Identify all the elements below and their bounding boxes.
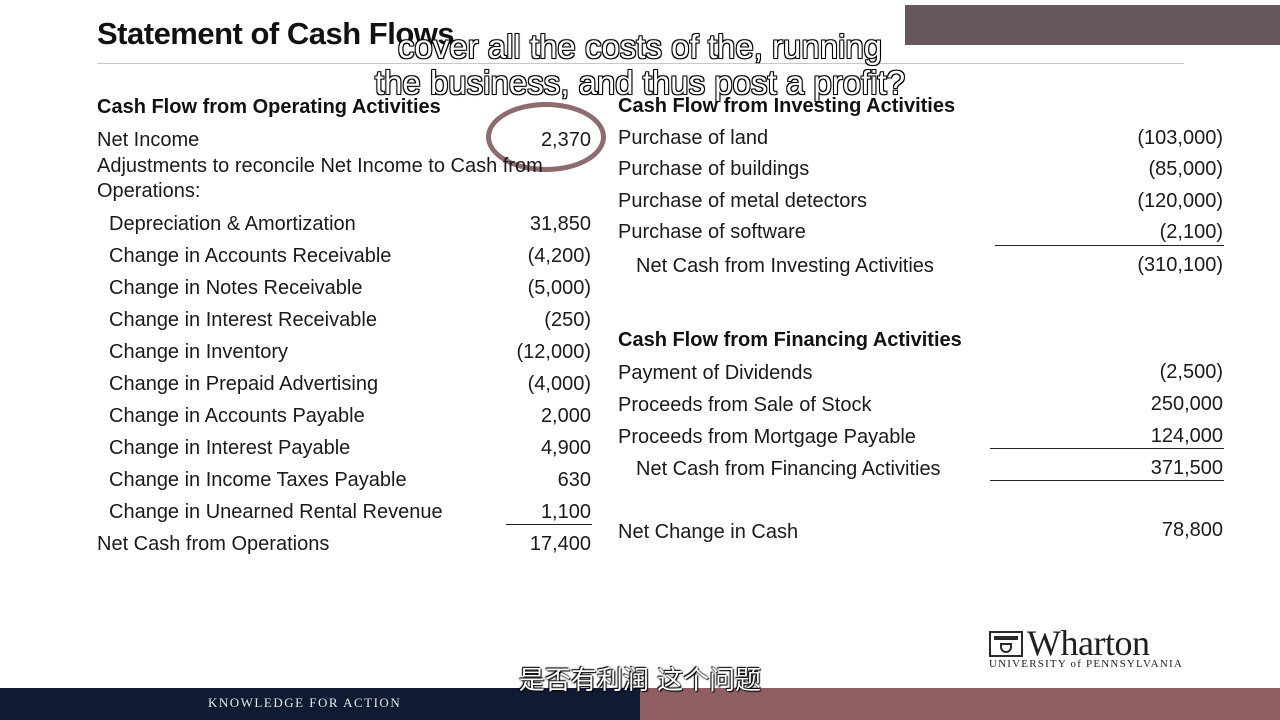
- financing-total-label: Net Cash from Financing Activities: [636, 458, 941, 480]
- financing-subtotal-rule: [990, 448, 1224, 449]
- overlay-box: [905, 5, 1280, 45]
- financing-item-label: Payment of Dividends: [618, 362, 813, 384]
- footer-bar-right: [640, 688, 1280, 720]
- operating-item-value: (4,200): [527, 245, 591, 267]
- footer-bar-left: [0, 688, 640, 720]
- operating-item-label: Depreciation & Amortization: [109, 213, 356, 235]
- title-divider: [97, 63, 1184, 64]
- investing-total-value: (310,100): [1137, 254, 1223, 276]
- adjustments-line-1: Adjustments to reconcile Net Income to C…: [97, 155, 543, 177]
- operating-heading: Cash Flow from Operating Activities: [97, 96, 441, 118]
- operating-item-value: 4,900: [540, 437, 591, 459]
- investing-item-label: Purchase of land: [618, 127, 769, 149]
- investing-heading: Cash Flow from Investing Activities: [618, 95, 956, 117]
- page-title: Statement of Cash Flows: [97, 16, 455, 51]
- operating-item-value: (250): [544, 309, 591, 331]
- chinese-subtitle: 是否有利润 这个问题: [518, 666, 762, 696]
- operating-total-value: 17,400: [529, 533, 591, 555]
- investing-item-value: (120,000): [1137, 190, 1223, 212]
- investing-item-label: Purchase of buildings: [618, 158, 810, 180]
- investing-subtotal-rule: [995, 245, 1224, 246]
- operating-item-value: 31,850: [529, 213, 591, 235]
- net-income-label: Net Income: [97, 129, 200, 151]
- financing-item-value: (2,500): [1159, 361, 1223, 383]
- investing-item-value: (2,100): [1159, 221, 1223, 243]
- net-change-label: Net Change in Cash: [618, 521, 799, 543]
- caption-line-1: cover all the costs of the, running: [397, 27, 883, 66]
- financing-item-value: 250,000: [1150, 393, 1223, 415]
- financing-heading: Cash Flow from Financing Activities: [618, 329, 962, 351]
- operating-item-label: Change in Prepaid Advertising: [109, 373, 379, 395]
- caption-line-2: the business, and thus post a profit?: [374, 63, 906, 102]
- operating-item-value: 2,000: [540, 405, 591, 427]
- operating-item-label: Change in Interest Receivable: [109, 309, 377, 331]
- operating-item-value: 1,100: [540, 501, 591, 523]
- operating-item-label: Change in Inventory: [109, 341, 289, 363]
- highlight-circle: [486, 102, 606, 172]
- logo-subtitle: UNIVERSITY of PENNSYLVANIA: [989, 658, 1183, 670]
- operating-item-value: 630: [557, 469, 591, 491]
- adjustments-line-2: Operations:: [97, 180, 201, 202]
- operating-subtotal-rule: [506, 524, 592, 525]
- investing-item-value: (103,000): [1137, 127, 1223, 149]
- operating-item-label: Change in Accounts Receivable: [109, 245, 392, 267]
- logo-wordmark: Wharton: [1027, 623, 1150, 663]
- footer-tagline: KNOWLEDGE FOR ACTION: [208, 695, 402, 710]
- operating-item-value: (12,000): [516, 341, 592, 363]
- operating-item-label: Change in Notes Receivable: [109, 277, 363, 299]
- operating-total-label: Net Cash from Operations: [97, 533, 330, 555]
- operating-item-label: Change in Income Taxes Payable: [109, 469, 407, 491]
- operating-item-value: (5,000): [527, 277, 591, 299]
- investing-item-value: (85,000): [1148, 158, 1224, 180]
- investing-total-label: Net Cash from Investing Activities: [636, 255, 934, 277]
- financing-item-value: 124,000: [1150, 425, 1223, 447]
- financing-total-rule: [990, 480, 1224, 481]
- net-change-value: 78,800: [1161, 519, 1223, 541]
- investing-item-label: Purchase of software: [618, 221, 806, 243]
- operating-item-value: (4,000): [527, 373, 591, 395]
- operating-item-label: Change in Unearned Rental Revenue: [109, 501, 443, 523]
- financing-total-value: 371,500: [1150, 457, 1223, 479]
- investing-item-label: Purchase of metal detectors: [618, 190, 868, 212]
- financing-item-label: Proceeds from Mortgage Payable: [618, 426, 916, 448]
- shield-icon: [989, 631, 1023, 657]
- financing-item-label: Proceeds from Sale of Stock: [618, 394, 872, 416]
- operating-item-label: Change in Interest Payable: [109, 437, 351, 459]
- operating-item-label: Change in Accounts Payable: [109, 405, 365, 427]
